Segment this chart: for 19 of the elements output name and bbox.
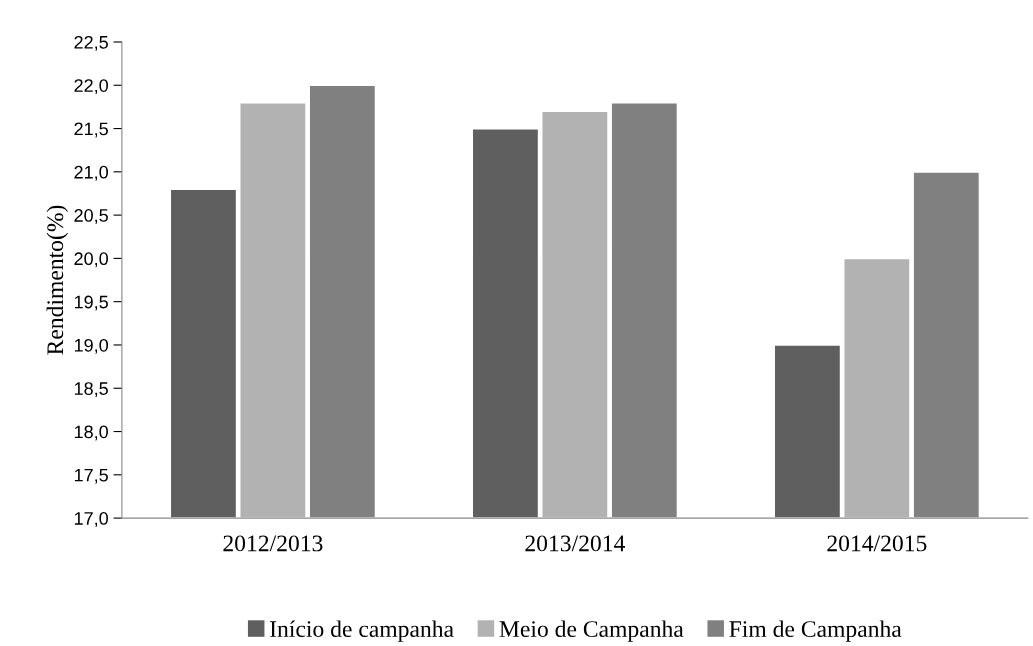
y-tick-label: 21,5 bbox=[74, 122, 108, 138]
x-tick-label: 2014/2015 bbox=[827, 535, 927, 552]
y-tick-label: 17,5 bbox=[74, 468, 108, 484]
x-tick-label: 2012/2013 bbox=[223, 535, 323, 552]
y-tick-label: 22,0 bbox=[74, 79, 108, 95]
y-tick-label: 19,0 bbox=[74, 338, 108, 354]
y-tick-label: 20,0 bbox=[74, 252, 108, 268]
y-axis-title: Rendimento(%) bbox=[46, 205, 69, 355]
y-tick-label: 20,5 bbox=[74, 209, 108, 224]
y-tick-label: 19,5 bbox=[74, 295, 108, 311]
x-tick-label: 2013/2014 bbox=[525, 535, 625, 552]
legend-label: Meio de Campanha bbox=[499, 620, 684, 642]
y-tick-label: 21,0 bbox=[74, 165, 108, 181]
y-tick-label: 18,0 bbox=[74, 425, 108, 441]
legend-label: Início de campanha bbox=[270, 620, 454, 642]
y-tick-label: 17,0 bbox=[74, 512, 108, 527]
legend-label: Fim de Campanha bbox=[729, 620, 902, 642]
y-tick-label: 22,5 bbox=[74, 35, 108, 51]
y-tick-label: 18,5 bbox=[74, 382, 108, 398]
